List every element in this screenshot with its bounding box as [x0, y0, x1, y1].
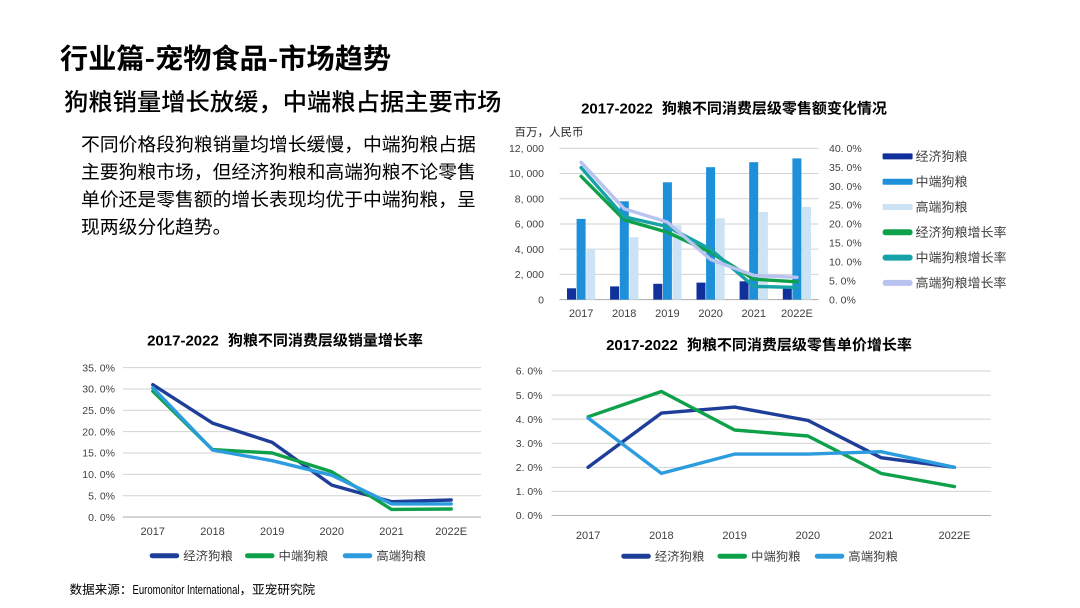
svg-text:0. 0%: 0. 0%: [516, 510, 543, 522]
svg-text:2020: 2020: [796, 530, 820, 542]
svg-text:20. 0%: 20. 0%: [82, 426, 115, 438]
svg-text:6, 000: 6, 000: [515, 219, 544, 231]
svg-text:2. 0%: 2. 0%: [516, 462, 543, 474]
svg-text:2017: 2017: [141, 526, 165, 538]
svg-text:4, 000: 4, 000: [515, 244, 544, 256]
svg-text:1. 0%: 1. 0%: [516, 486, 543, 498]
svg-text:8, 000: 8, 000: [515, 193, 544, 205]
svg-text:2021: 2021: [742, 308, 766, 320]
svg-text:12, 000: 12, 000: [509, 143, 544, 155]
svg-text:2017-2022: 2017-2022: [147, 333, 219, 350]
svg-text:10. 0%: 10. 0%: [82, 469, 115, 481]
svg-text:25. 0%: 25. 0%: [82, 405, 115, 417]
svg-text:35. 0%: 35. 0%: [82, 362, 115, 374]
svg-text:2017: 2017: [569, 308, 593, 320]
svg-text:15. 0%: 15. 0%: [82, 448, 115, 460]
svg-text:5. 0%: 5. 0%: [88, 490, 115, 502]
svg-text:2022E: 2022E: [781, 308, 813, 320]
svg-text:2019: 2019: [260, 526, 284, 538]
svg-text:2018: 2018: [612, 308, 636, 320]
svg-text:Euromonitor International: Euromonitor International: [133, 583, 240, 597]
svg-text:4. 0%: 4. 0%: [516, 414, 543, 426]
svg-text:2020: 2020: [320, 526, 344, 538]
svg-text:2021: 2021: [869, 530, 893, 542]
svg-text:0. 0%: 0. 0%: [88, 512, 115, 524]
svg-text:25. 0%: 25. 0%: [829, 200, 862, 212]
svg-text:6. 0%: 6. 0%: [516, 366, 543, 378]
svg-text:10. 0%: 10. 0%: [829, 257, 862, 269]
svg-text:0. 0%: 0. 0%: [829, 294, 856, 306]
svg-text:2, 000: 2, 000: [515, 269, 544, 281]
svg-text:5. 0%: 5. 0%: [516, 390, 543, 402]
svg-text:2022E: 2022E: [938, 530, 970, 542]
svg-text:0: 0: [538, 294, 544, 306]
svg-text:35. 0%: 35. 0%: [829, 162, 862, 174]
svg-text:20. 0%: 20. 0%: [829, 219, 862, 231]
svg-text:2018: 2018: [649, 530, 673, 542]
svg-text:2017-2022: 2017-2022: [606, 337, 678, 354]
svg-text:2017: 2017: [576, 530, 600, 542]
svg-text:2019: 2019: [722, 530, 746, 542]
svg-text:30. 0%: 30. 0%: [829, 181, 862, 193]
svg-text:2018: 2018: [200, 526, 224, 538]
svg-text:2017-2022: 2017-2022: [581, 101, 653, 118]
svg-text:40. 0%: 40. 0%: [829, 143, 862, 155]
svg-text:2020: 2020: [698, 308, 722, 320]
svg-text:10, 000: 10, 000: [509, 168, 544, 180]
svg-text:2019: 2019: [655, 308, 679, 320]
svg-text:5. 0%: 5. 0%: [829, 275, 856, 287]
svg-text:2021: 2021: [379, 526, 403, 538]
svg-text:30. 0%: 30. 0%: [82, 384, 115, 396]
svg-text:2022E: 2022E: [435, 526, 467, 538]
svg-text:3. 0%: 3. 0%: [516, 438, 543, 450]
svg-text:15. 0%: 15. 0%: [829, 238, 862, 250]
